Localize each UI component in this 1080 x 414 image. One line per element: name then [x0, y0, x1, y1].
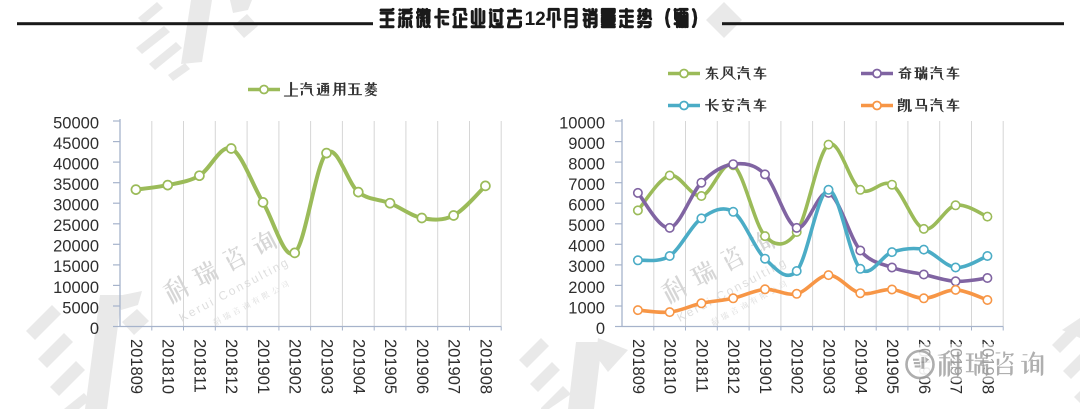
- svg-text:201906: 201906: [413, 339, 431, 394]
- svg-text:201811: 201811: [190, 339, 208, 393]
- svg-text:45000: 45000: [53, 135, 99, 153]
- svg-text:12: 12: [525, 9, 546, 30]
- svg-text:10000: 10000: [53, 279, 99, 297]
- svg-text:35000: 35000: [53, 176, 99, 194]
- svg-text:0: 0: [90, 320, 99, 338]
- svg-text:3000: 3000: [568, 258, 605, 276]
- svg-text:201810: 201810: [159, 339, 177, 394]
- svg-text:201901: 201901: [254, 339, 272, 394]
- svg-text:9000: 9000: [568, 135, 605, 153]
- svg-text:25000: 25000: [53, 217, 99, 235]
- svg-text:50000: 50000: [53, 114, 99, 132]
- svg-text:201903: 201903: [820, 339, 838, 394]
- svg-text:5000: 5000: [568, 217, 605, 235]
- svg-text:201901: 201901: [756, 339, 774, 394]
- svg-text:20000: 20000: [53, 238, 99, 256]
- svg-text:5000: 5000: [62, 299, 99, 317]
- svg-text:201811: 201811: [692, 339, 710, 393]
- svg-text:201904: 201904: [851, 339, 869, 394]
- svg-text:1000: 1000: [568, 299, 605, 317]
- svg-text:201907: 201907: [445, 339, 463, 394]
- svg-text:8000: 8000: [568, 156, 605, 174]
- svg-text:201904: 201904: [349, 339, 367, 394]
- svg-text:201902: 201902: [286, 339, 304, 394]
- svg-text:201810: 201810: [661, 339, 679, 394]
- svg-text:201809: 201809: [629, 339, 647, 394]
- svg-text:0: 0: [596, 320, 605, 338]
- svg-text:201905: 201905: [883, 339, 901, 394]
- svg-text:201902: 201902: [788, 339, 806, 394]
- svg-text:15000: 15000: [53, 258, 99, 276]
- svg-text:30000: 30000: [53, 197, 99, 215]
- svg-text:2000: 2000: [568, 279, 605, 297]
- svg-text:201908: 201908: [476, 339, 494, 394]
- svg-text:201812: 201812: [724, 339, 742, 394]
- svg-text:6000: 6000: [568, 197, 605, 215]
- svg-text:10000: 10000: [559, 114, 605, 132]
- svg-text:201809: 201809: [127, 339, 145, 394]
- svg-text:40000: 40000: [53, 156, 99, 174]
- svg-text:4000: 4000: [568, 238, 605, 256]
- svg-text:201903: 201903: [318, 339, 336, 394]
- svg-text:7000: 7000: [568, 176, 605, 194]
- svg-text:201812: 201812: [222, 339, 240, 394]
- svg-text:201905: 201905: [381, 339, 399, 394]
